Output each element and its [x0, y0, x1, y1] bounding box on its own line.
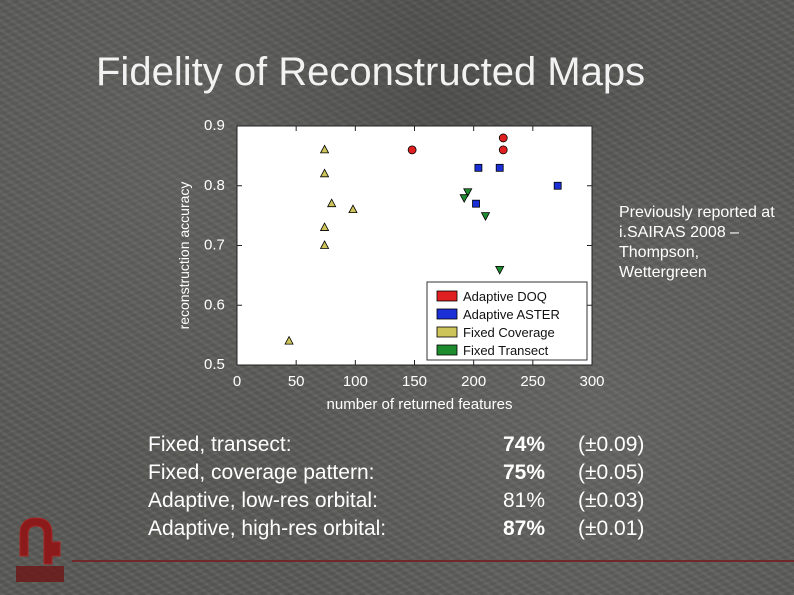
data-point	[553, 181, 562, 190]
result-error: (±0.09)	[578, 433, 645, 456]
data-point	[498, 145, 508, 155]
legend-label: Adaptive DOQ	[463, 289, 547, 304]
result-error: (±0.03)	[578, 489, 645, 512]
result-percent: 81%	[503, 489, 546, 512]
y-tick-label: 0.9	[204, 117, 225, 134]
x-tick-label: 50	[288, 373, 305, 390]
side-note: Previously reported at i.SAIRAS 2008 – T…	[619, 204, 775, 281]
data-point	[480, 212, 491, 221]
result-error: (±0.05)	[578, 461, 645, 484]
data-point	[495, 265, 505, 275]
legend-label: Fixed Transect	[463, 343, 549, 358]
x-tick-label: 200	[461, 373, 486, 390]
x-tick-label: 300	[579, 373, 604, 390]
x-tick-label: 0	[233, 373, 241, 390]
institute-logo	[16, 517, 64, 582]
footer-divider	[72, 560, 794, 562]
legend-swatch	[436, 308, 458, 320]
data-point	[319, 240, 330, 249]
result-label: Adaptive, low-res orbital:	[148, 489, 378, 512]
legend-swatch	[436, 344, 458, 356]
legend-label: Fixed Coverage	[463, 325, 555, 340]
legend-label: Adaptive ASTER	[463, 307, 560, 322]
result-percent: 87%	[503, 517, 546, 540]
result-label: Adaptive, high-res orbital:	[148, 517, 387, 540]
data-point	[495, 163, 504, 172]
data-point	[319, 144, 330, 154]
data-point	[463, 188, 473, 198]
data-point	[472, 199, 480, 208]
data-point	[348, 204, 358, 214]
data-point	[459, 194, 469, 204]
x-tick-label: 100	[343, 373, 368, 390]
y-tick-label: 0.7	[204, 237, 225, 254]
x-tick-label: 150	[402, 373, 427, 390]
data-point	[319, 222, 330, 231]
data-point	[319, 168, 330, 178]
result-percent: 74%	[503, 433, 546, 456]
data-point	[284, 335, 294, 345]
legend-swatch	[436, 290, 458, 302]
y-axis-label: reconstruction accuracy	[176, 182, 192, 330]
legend-swatch	[436, 326, 458, 338]
data-point	[474, 163, 483, 172]
x-tick-label: 250	[520, 373, 545, 390]
x-axis-label: number of returned features	[327, 396, 513, 413]
result-label: Fixed, transect:	[148, 433, 292, 456]
y-tick-label: 0.6	[204, 296, 225, 313]
slide-title: Fidelity of Reconstructed Maps	[96, 50, 646, 94]
data-point	[498, 133, 508, 143]
result-error: (±0.01)	[578, 517, 645, 540]
result-percent: 75%	[503, 461, 546, 484]
data-point	[407, 145, 417, 155]
y-tick-label: 0.8	[204, 177, 225, 194]
data-point	[326, 198, 337, 208]
y-tick-label: 0.5	[204, 356, 225, 373]
result-label: Fixed, coverage pattern:	[148, 461, 375, 484]
